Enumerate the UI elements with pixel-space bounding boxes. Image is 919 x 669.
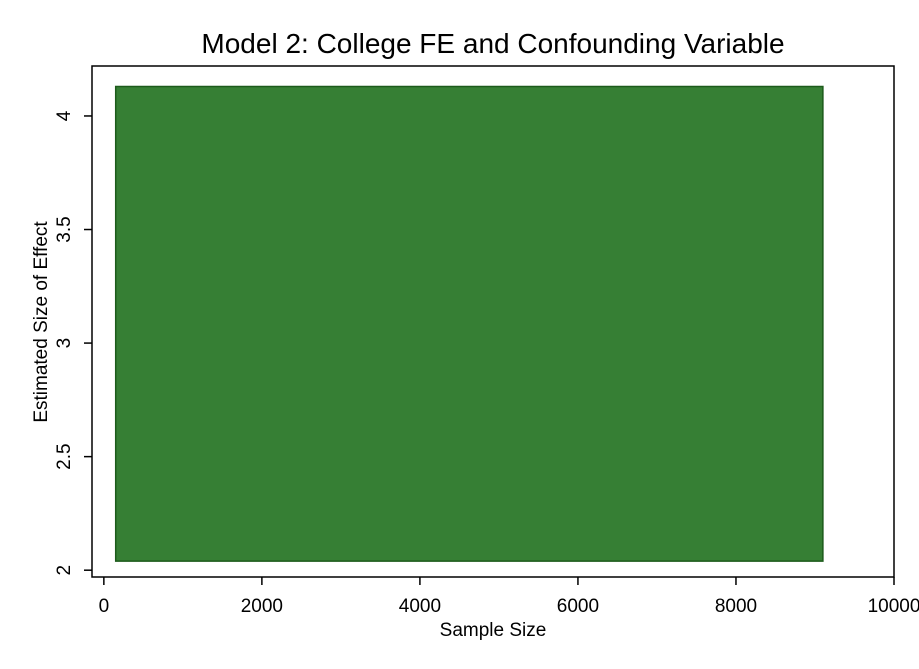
x-tick-label-2: 4000: [399, 596, 441, 617]
x-axis: 0 2000 4000 6000 8000 10000: [99, 577, 919, 617]
series-area-0: [114, 85, 824, 562]
y-tick-label-0: 2: [54, 565, 75, 576]
x-axis-title: Sample Size: [440, 620, 547, 641]
y-tick-label-4: 4: [54, 110, 75, 121]
chart-title: Model 2: College FE and Confounding Vari…: [201, 28, 784, 59]
x-tick-label-0: 0: [99, 596, 110, 617]
y-tick-label-1: 2.5: [54, 443, 75, 469]
x-tick-label-1: 2000: [241, 596, 283, 617]
y-tick-label-2: 3: [54, 338, 75, 349]
x-tick-label-4: 8000: [715, 596, 757, 617]
y-axis: 2 2.5 3 3.5 4: [54, 110, 92, 575]
y-tick-label-3: 3.5: [54, 216, 75, 242]
x-tick-label-3: 6000: [557, 596, 599, 617]
y-axis-title: Estimated Size of Effect: [31, 221, 52, 423]
series-layer: [114, 85, 824, 562]
x-tick-label-5: 10000: [868, 596, 919, 617]
